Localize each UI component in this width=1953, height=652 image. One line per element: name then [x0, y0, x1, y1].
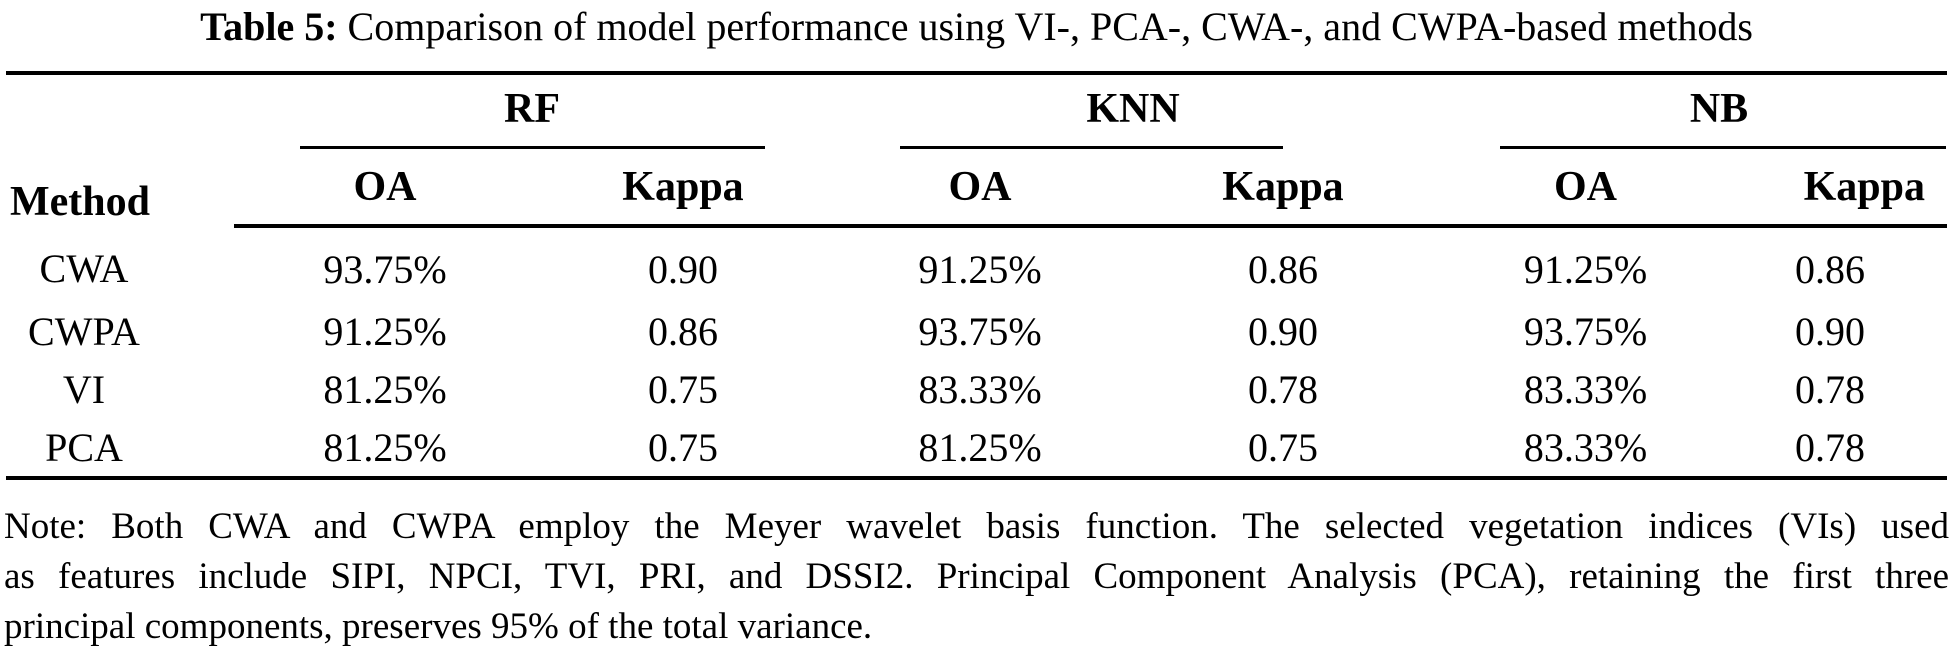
group-label-knn: KNN — [1086, 86, 1180, 132]
value-nb-kappa: 0.90 — [1795, 308, 1865, 354]
group-header-rf: RF — [234, 73, 830, 149]
table-row-cwa: CWA 93.75% 0.90 91.25% 0.86 91.25% 0.86 — [6, 226, 1947, 302]
method-name: CWPA — [28, 308, 140, 354]
table-caption-label: Table 5: — [200, 4, 338, 49]
header-nb-kappa: Kappa — [1735, 149, 1948, 228]
group-header-knn: KNN — [830, 73, 1436, 149]
value-rf-oa: 81.25% — [323, 424, 447, 470]
value-knn-oa: 81.25% — [918, 424, 1042, 470]
value-rf-oa: 91.25% — [323, 308, 447, 354]
value-knn-kappa: 0.78 — [1248, 366, 1318, 412]
method-name: CWA — [39, 245, 129, 291]
value-rf-kappa: 0.75 — [648, 424, 718, 470]
value-nb-oa: 93.75% — [1523, 308, 1648, 354]
value-nb-oa: 91.25% — [1523, 246, 1648, 292]
group-header-nb: NB — [1436, 73, 1947, 149]
group-label-nb: NB — [1689, 86, 1749, 132]
value-knn-oa: 93.75% — [918, 308, 1042, 354]
value-rf-oa: 81.25% — [323, 366, 447, 412]
value-nb-kappa: 0.78 — [1795, 366, 1865, 412]
value-nb-kappa: 0.78 — [1795, 424, 1865, 470]
table-row-vi: VI 81.25% 0.75 83.33% 0.78 83.33% 0.78 — [6, 360, 1947, 418]
value-rf-kappa: 0.86 — [648, 308, 718, 354]
performance-table: Method RF KNN NB OA K — [6, 71, 1948, 480]
table-wrapper: Method RF KNN NB OA K — [0, 71, 1953, 480]
header-rf-kappa: Kappa — [536, 149, 830, 228]
method-column-header: Method — [10, 179, 150, 225]
table-note: Note: Both CWA and CWPA employ the Meyer… — [4, 502, 1949, 652]
method-name: PCA — [45, 424, 123, 470]
value-knn-kappa: 0.90 — [1248, 308, 1318, 354]
header-knn-oa: OA — [830, 149, 1130, 228]
header-nb-oa: OA — [1436, 149, 1735, 228]
note-line-2: as features include SIPI, NPCI, TVI, PRI… — [4, 556, 1949, 597]
value-nb-kappa: 0.86 — [1795, 246, 1865, 292]
header-rf-oa: OA — [234, 149, 536, 228]
group-header-row: Method RF KNN NB — [6, 73, 1947, 225]
table-caption: Table 5: Comparison of model performance… — [0, 0, 1953, 71]
value-nb-oa: 83.33% — [1523, 424, 1648, 470]
cmidrule-knn — [900, 146, 1283, 149]
value-nb-oa: 83.33% — [1523, 366, 1648, 412]
value-knn-kappa: 0.75 — [1248, 424, 1318, 470]
cmidrule-rf — [300, 146, 765, 149]
note-line-3: principal components, preserves 95% of t… — [4, 606, 873, 647]
cmidrule-nb — [1500, 146, 1947, 149]
table-row-cwpa: CWPA 91.25% 0.86 93.75% 0.90 93.75% 0.90 — [6, 302, 1947, 360]
value-rf-oa: 93.75% — [323, 246, 447, 292]
value-knn-oa: 91.25% — [918, 246, 1042, 292]
value-rf-kappa: 0.75 — [648, 366, 718, 412]
sub-header-row: OA Kappa OA Kappa OA Kappa — [6, 149, 1948, 228]
note-line-1: Note: Both CWA and CWPA employ the Meyer… — [4, 506, 1949, 547]
table-caption-text: Comparison of model performance using VI… — [347, 4, 1753, 49]
value-rf-kappa: 0.90 — [648, 246, 718, 292]
table-row-pca: PCA 81.25% 0.75 81.25% 0.75 83.33% 0.78 — [6, 418, 1947, 478]
method-name: VI — [62, 366, 106, 412]
value-knn-kappa: 0.86 — [1248, 246, 1318, 292]
header-knn-kappa: Kappa — [1130, 149, 1436, 228]
value-knn-oa: 83.33% — [918, 366, 1042, 412]
group-label-rf: RF — [504, 86, 560, 132]
